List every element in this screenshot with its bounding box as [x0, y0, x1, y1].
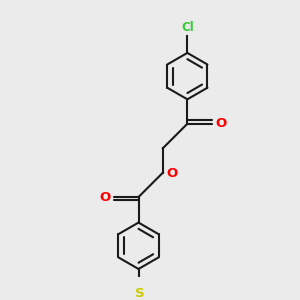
Text: Cl: Cl [181, 20, 194, 34]
Text: O: O [167, 167, 178, 180]
Text: S: S [135, 287, 145, 300]
Text: O: O [99, 190, 111, 203]
Text: O: O [215, 117, 226, 130]
